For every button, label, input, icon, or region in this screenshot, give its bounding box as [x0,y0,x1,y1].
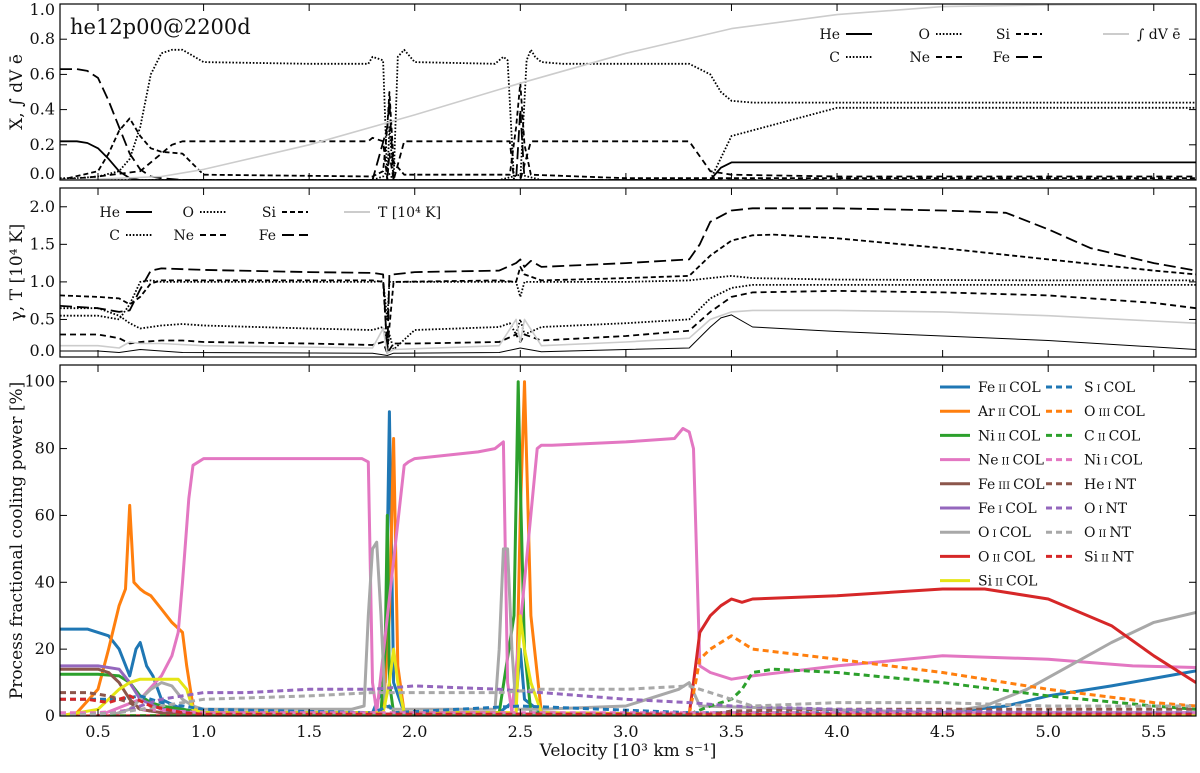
y-tick-label: 0.8 [30,29,55,48]
legend-label: O I COL [978,525,1031,541]
legend-label: Ne [909,50,930,66]
legend-label: S I COL [1084,380,1135,396]
model-annotation: he12p00@2200d [70,15,251,39]
y-tick-label: 0.5 [30,309,55,328]
series-line-1-5 [60,82,1196,180]
series-line-1-2 [60,106,1196,180]
y-tick-label: 0.0 [30,341,55,360]
series-line-2-1 [60,314,1196,356]
y-tick-label: 80 [35,439,55,458]
series-line-3-4 [60,427,1196,716]
y-tick-label: 1.5 [30,234,55,253]
y-tick-label: 0.0 [30,164,55,183]
series-line-2-5 [60,233,1196,351]
x-axis-label: Velocity [10³ km s⁻¹] [539,741,717,761]
panel-1: 0.0 0.2 0.4 0.6 0.8 1.0 X, ∫ dV ē [7,0,1197,183]
plot-frame [59,3,1197,181]
legend-label: Fe III COL [978,477,1045,493]
x-tick-label: 1.0 [191,722,216,741]
y-tick-label: 20 [35,639,55,658]
series-line-2-7 [60,309,1196,355]
legend-panel-1: He C O Ne Si Fe ∫ dV ē [820,27,1181,66]
series-line-3-11 [60,634,1196,716]
series-line-2-2 [60,274,1196,321]
x-tick-label: 4.0 [824,722,849,741]
y-tick-label: 1.0 [30,272,55,291]
legend-label: ∫ dV ē [1137,27,1181,43]
y-tick-label: 0.4 [30,100,55,119]
panel-3: 0 20 40 60 80 100 0.5 1.0 1.5 2.0 2.5 3.0 3.5 4.0 4.5 5… [7,364,1197,741]
legend-label: He [100,205,121,221]
x-tick-label: 1.5 [296,722,321,741]
y-tick-label: 0.6 [30,64,55,83]
x-tick-label: 2.5 [508,722,533,741]
plot-frame [59,364,1197,717]
legend-label: He I NT [1084,477,1137,493]
legend-label: C [829,50,840,66]
y-tick-label: 40 [35,572,55,591]
legend-label: O II COL [978,549,1035,565]
x-tick-label: 4.5 [930,722,955,741]
legend-label: Si [996,27,1011,43]
y-tick-label: 0 [45,706,55,725]
y-axis-label: γ, T [10⁴ K] [7,224,27,322]
series-line-3-16 [60,684,1196,716]
series-line-2-3 [60,283,1196,351]
x-tick-label: 2.0 [402,722,427,741]
series-line-3-9 [60,614,1196,716]
x-tick-label: 0.5 [85,722,110,741]
plot-frame [59,187,1197,358]
series-line-1-4 [60,136,1196,180]
y-tick-label: 100 [24,372,55,391]
series-line-3-15 [60,684,1196,716]
legend-label: Ar II COL [977,404,1040,420]
series-line-1-6 [60,68,1196,180]
x-tick-label: 3.0 [613,722,638,741]
legend-label: Fe II COL [978,380,1041,396]
y-tick-label: 2.0 [30,197,55,216]
legend-panel-3: Fe II COL Ar II COL Ni II COL Ne II COL Fe III COL Fe I C… [940,380,1145,590]
series-line-3-12 [60,667,1196,716]
legend-label: Si II NT [1084,549,1134,565]
y-tick-label: 0.2 [30,135,55,154]
legend-label: Fe [259,228,276,244]
series-line-3-8 [60,587,1196,716]
legend-label: Ni II COL [978,428,1040,444]
legend-label: O [183,205,194,221]
legend-label: O I NT [1084,501,1128,517]
legend-panel-2: He C O Ne Si Fe T [10⁴ K] [100,205,442,244]
legend-label: O II NT [1084,525,1132,541]
legend-label: Si II COL [978,574,1037,590]
legend-label: Si [262,205,277,221]
legend-label: C II COL [1084,428,1140,444]
series-line-3-7 [60,540,1196,716]
legend-label: Ni I COL [1084,453,1142,469]
legend-label: Ne [173,228,194,244]
y-tick-label: 60 [35,505,55,524]
series-line-1-1 [60,140,1196,180]
legend-label: He [820,27,841,43]
series-line-2-6 [60,207,1196,355]
legend-label: Fe I COL [978,501,1037,517]
x-tick-label: 3.5 [719,722,744,741]
legend-label: C [109,228,120,244]
y-axis-label: Process fractional cooling power [%] [7,382,27,700]
legend-label: T [10⁴ K] [378,205,441,221]
x-tick-label: 5.0 [1035,722,1060,741]
series-line-1-3 [60,48,1196,180]
legend-label: Ne II COL [978,453,1044,469]
y-axis-label: X, ∫ dV ē [7,54,27,130]
series-group [60,207,1196,356]
y-tick-label: 1.0 [30,0,55,19]
legend-label: O III COL [1084,404,1145,420]
panel-2: 0.0 0.5 1.0 1.5 2.0γ, T [10⁴ K] [7,187,1197,360]
series-line-3-17 [60,694,1196,716]
series-line-3-14 [60,691,1196,716]
x-tick-label: 5.5 [1141,722,1166,741]
series-line-2-4 [60,289,1196,355]
legend-label: O [919,27,930,43]
series-line-3-2 [60,380,1196,716]
legend-label: Fe [993,50,1010,66]
